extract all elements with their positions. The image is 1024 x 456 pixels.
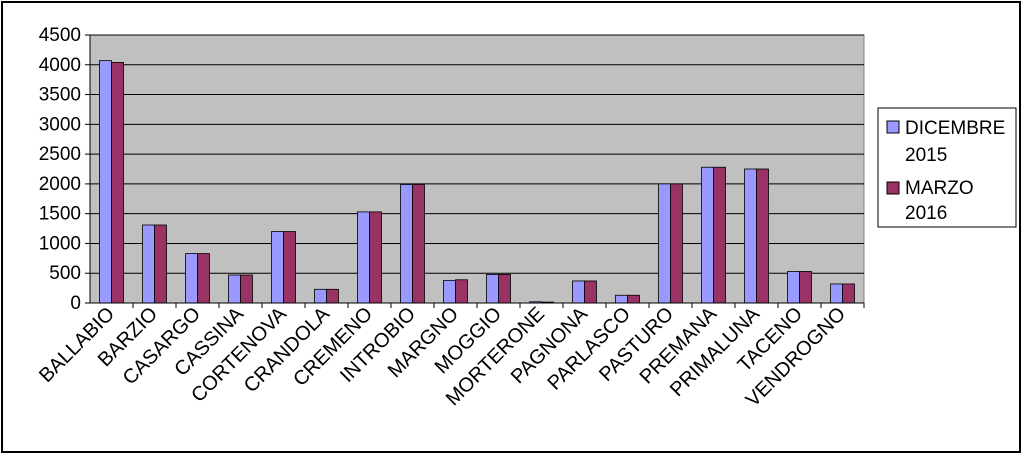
bar-casargo-series-2 bbox=[197, 253, 210, 304]
bar-pasturo-series-2 bbox=[670, 183, 683, 304]
bar-ballabio-series-2 bbox=[111, 61, 124, 304]
y-tick-label: 1000 bbox=[39, 233, 81, 254]
bar-premana-series-2 bbox=[713, 166, 726, 304]
legend-swatch-marzo-2016 bbox=[886, 181, 900, 195]
bar-introbio-series-1 bbox=[400, 184, 413, 304]
bar-vendrogno-series-1 bbox=[830, 283, 843, 304]
legend-label-marzo-line1: MARZO bbox=[905, 178, 974, 199]
plot-area bbox=[89, 34, 865, 304]
bar-taceno-series-2 bbox=[799, 271, 812, 304]
bar-moggio-series-1 bbox=[486, 274, 499, 304]
bar-primaluna-series-1 bbox=[744, 168, 757, 304]
bar-crandola-series-1 bbox=[314, 288, 327, 304]
bar-vendrogno-series-2 bbox=[842, 283, 855, 304]
y-tick-labels: 0 500 1000 1500 2000 2500 3000 3500 4000 4500 bbox=[39, 25, 90, 314]
bars bbox=[99, 60, 855, 304]
bar-cremeno-series-1 bbox=[357, 211, 370, 304]
bar-cortenova-series-2 bbox=[283, 231, 296, 304]
bar-barzio-series-1 bbox=[142, 224, 155, 304]
bar-primaluna-series-2 bbox=[756, 168, 769, 304]
bar-pagnona-series-1 bbox=[572, 280, 585, 304]
y-tick-label: 4000 bbox=[39, 55, 81, 76]
y-tick-label: 2500 bbox=[39, 144, 81, 165]
bar-margno-series-2 bbox=[455, 279, 468, 304]
bar-taceno-series-1 bbox=[787, 271, 800, 304]
legend-label-dicembre-line1: DICEMBRE bbox=[905, 118, 1005, 139]
bar-cassina-series-1 bbox=[228, 274, 241, 304]
bar-pagnona-series-2 bbox=[584, 280, 597, 304]
legend-swatch-dicembre-2015 bbox=[886, 120, 900, 134]
bar-ballabio-series-1 bbox=[99, 60, 112, 304]
legend-label-dicembre-line2: 2015 bbox=[905, 145, 947, 166]
y-tick-label: 500 bbox=[49, 263, 81, 284]
bar-parlasco-series-1 bbox=[615, 294, 628, 304]
x-tick-labels: BALLABIOBARZIOCASARGOCASSINACORTENOVACRA… bbox=[35, 303, 865, 411]
bar-barzio-series-2 bbox=[154, 224, 167, 304]
y-tick-label: 0 bbox=[70, 293, 81, 314]
legend-label-marzo-line2: 2016 bbox=[905, 203, 947, 224]
y-tick-label: 3000 bbox=[39, 114, 81, 135]
bar-premana-series-1 bbox=[701, 166, 714, 304]
bar-margno-series-1 bbox=[443, 279, 456, 304]
bar-parlasco-series-2 bbox=[627, 294, 640, 304]
y-tick-label: 3500 bbox=[39, 85, 81, 106]
gridlines bbox=[90, 34, 864, 274]
y-tick-label: 2000 bbox=[39, 174, 81, 195]
bar-pasturo-series-1 bbox=[658, 183, 671, 304]
bar-cassina-series-2 bbox=[240, 274, 253, 304]
bar-moggio-series-2 bbox=[498, 274, 511, 304]
legend: DICEMBRE 2015 MARZO 2016 bbox=[877, 107, 1017, 228]
bar-cremeno-series-2 bbox=[369, 211, 382, 304]
bar-introbio-series-2 bbox=[412, 184, 425, 304]
bar-cortenova-series-1 bbox=[271, 231, 284, 304]
bar-crandola-series-2 bbox=[326, 288, 339, 304]
bar-casargo-series-1 bbox=[185, 253, 198, 304]
legend-box bbox=[877, 107, 1017, 228]
y-tick-label: 4500 bbox=[39, 25, 81, 46]
y-tick-label: 1500 bbox=[39, 204, 81, 225]
